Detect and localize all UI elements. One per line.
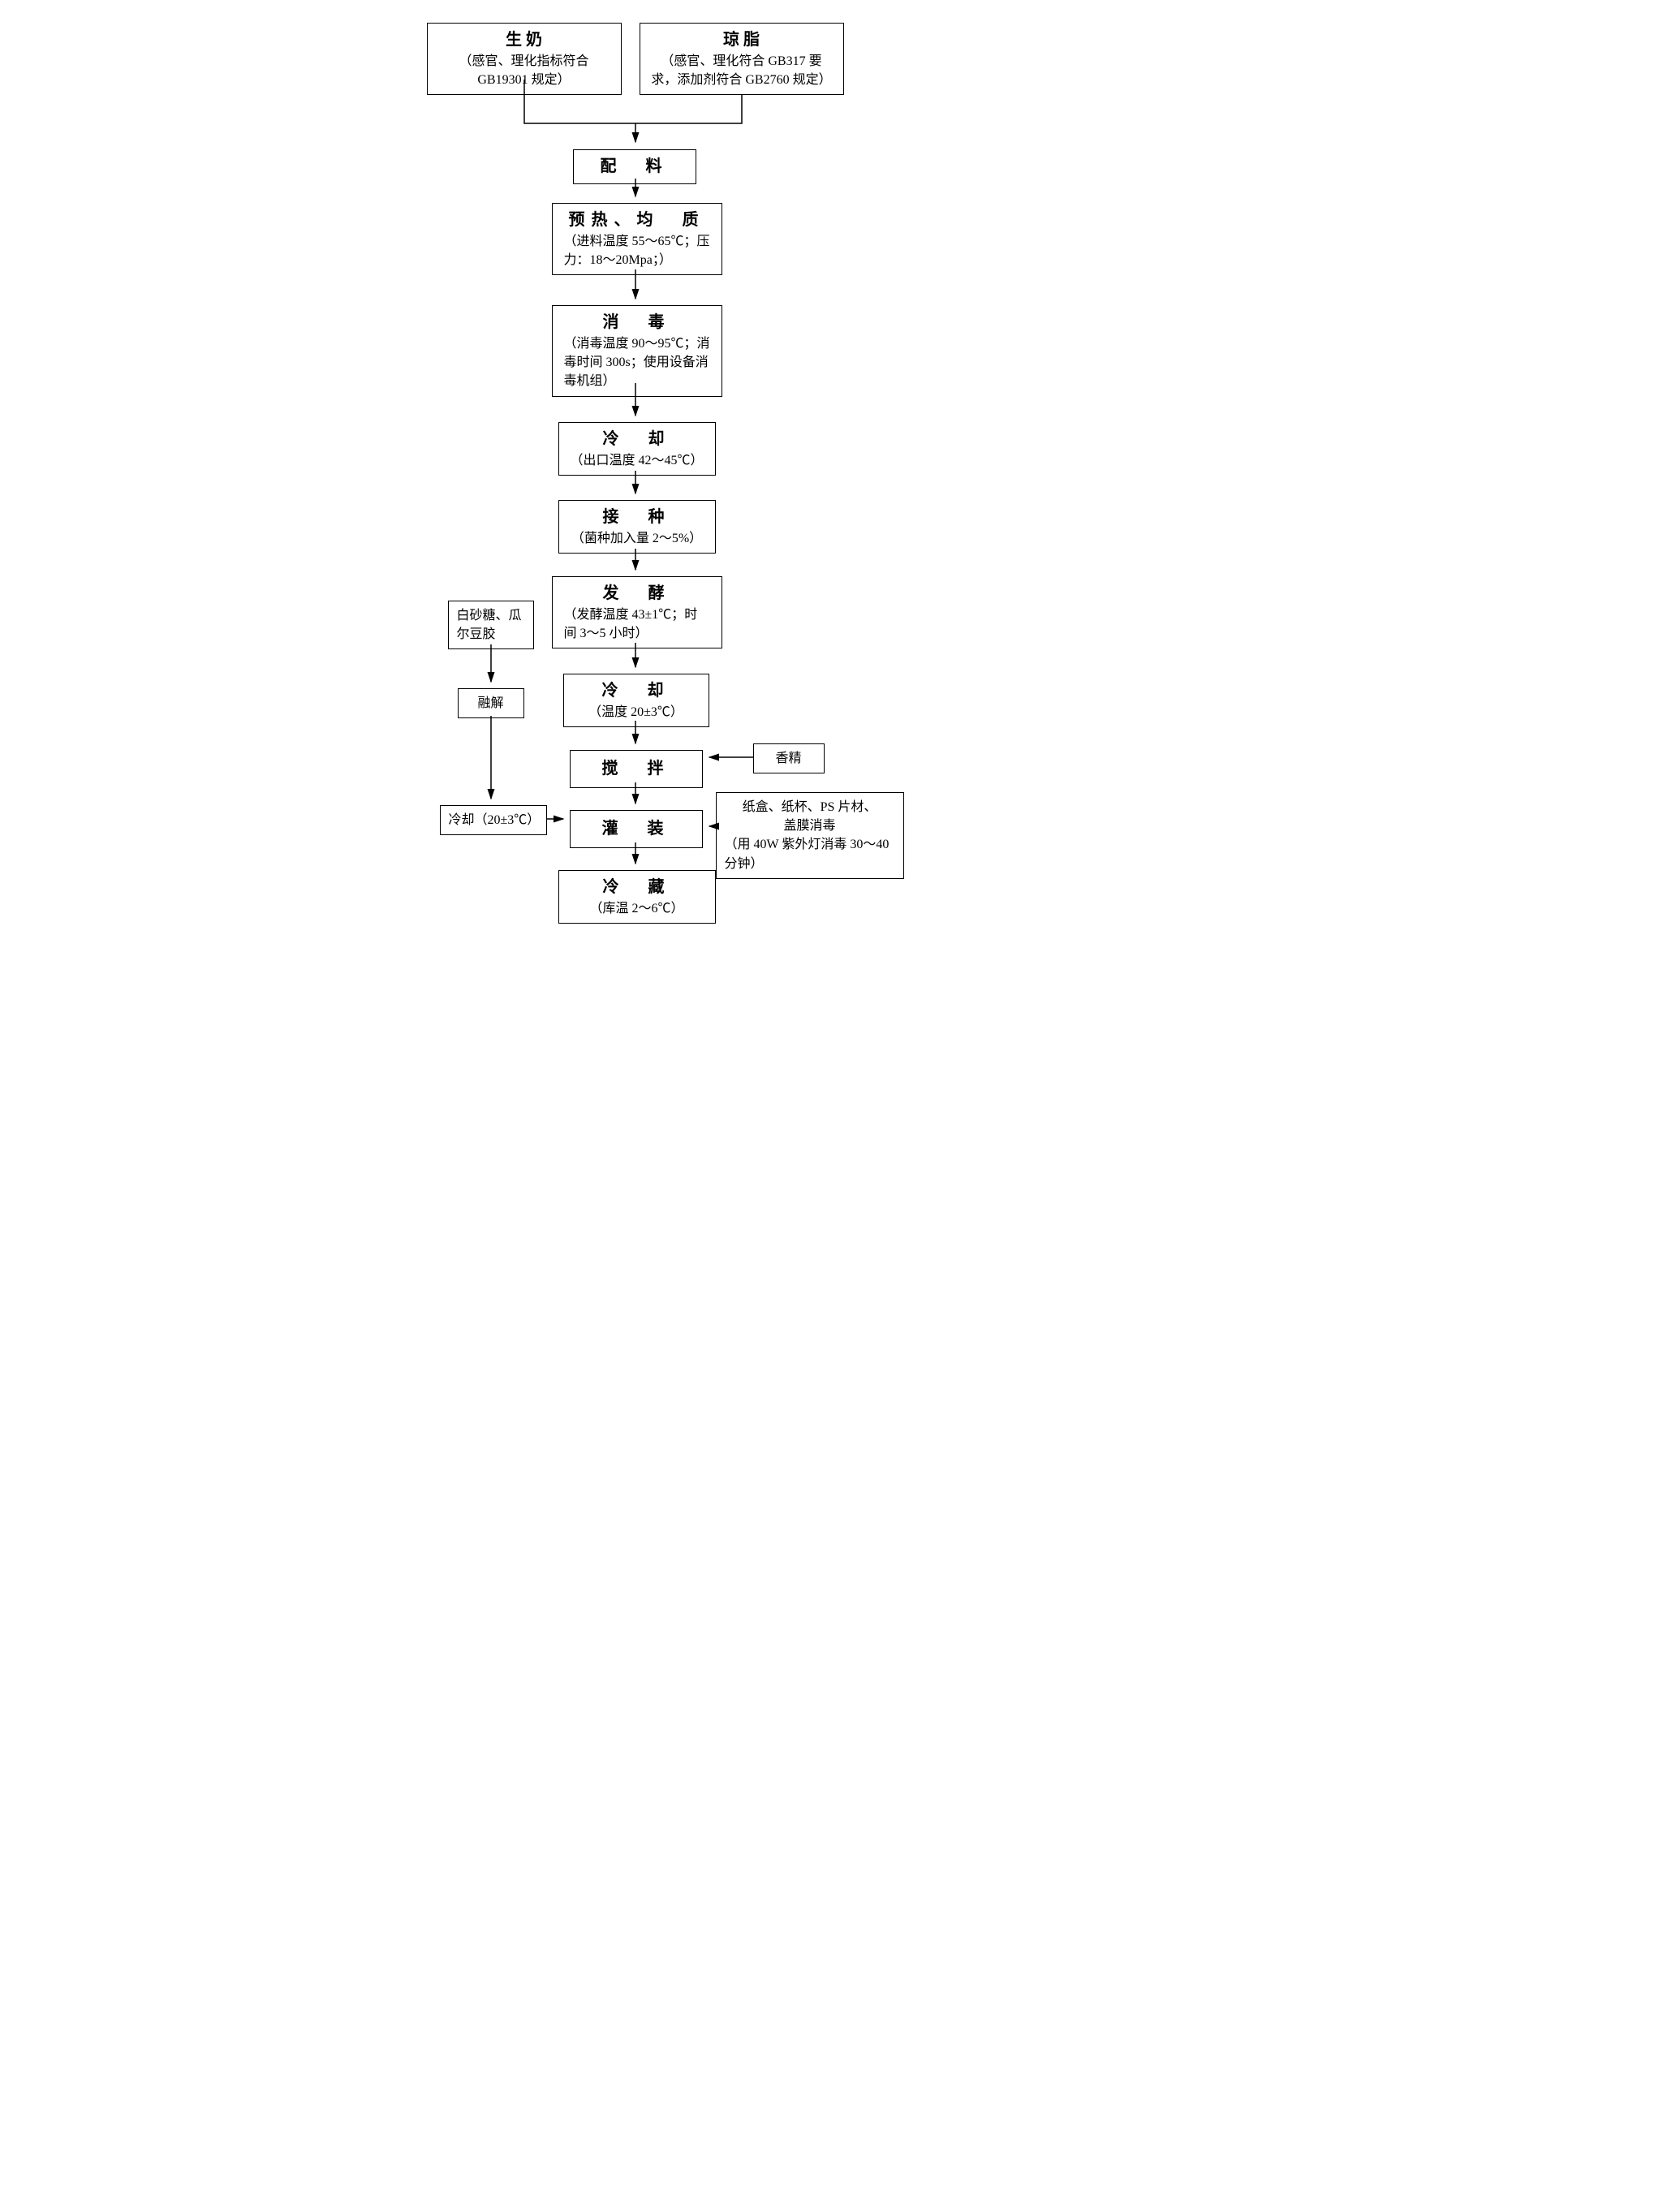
node-title: 生 奶 xyxy=(506,31,542,49)
node-line3: （用 40W 紫外灯消毒 30～40分钟） xyxy=(725,835,895,872)
connectors-layer xyxy=(420,16,1260,1113)
node-subtitle: （发酵温度 43±1℃；时间 3～5 小时） xyxy=(561,605,713,643)
node-subtitle: （菌种加入量 2～5%） xyxy=(567,529,707,548)
node-title: 琼 脂 xyxy=(723,31,760,49)
node-title: 冷 藏 xyxy=(603,878,671,896)
node-line2: 盖膜消毒 xyxy=(783,819,835,833)
node-sugar: 白砂糖、瓜尔豆胶 xyxy=(448,601,534,649)
node-title: 配 料 xyxy=(601,157,669,175)
node-subtitle: （出口温度 42～45℃） xyxy=(567,451,707,470)
node-subtitle: （感官、理化指标符合 GB19301 规定） xyxy=(436,52,613,89)
node-preheat: 预热、均 质 （进料温度 55～65℃；压力：18～20Mpa；） xyxy=(552,203,722,275)
node-title: 冷 却 xyxy=(602,682,670,700)
node-cool2: 冷 却 （温度 20±3℃） xyxy=(563,674,709,727)
node-title: 接 种 xyxy=(603,508,671,526)
node-title: 消 毒 xyxy=(603,313,671,331)
node-dissolve: 融解 xyxy=(458,688,524,718)
node-title: 灌 装 xyxy=(602,820,670,838)
node-title: 冷 却 xyxy=(603,430,671,448)
node-title: 预热、均 质 xyxy=(569,211,705,229)
node-subtitle: （库温 2～6℃） xyxy=(567,899,707,918)
node-subtitle: （感官、理化符合 GB317 要求，添加剂符合 GB2760 规定） xyxy=(648,52,835,89)
node-mix: 搅 拌 xyxy=(570,750,703,788)
node-sterilize: 消 毒 （消毒温度 90～95℃；消毒时间 300s；使用设备消毒机组） xyxy=(552,305,722,397)
node-subtitle: （消毒温度 90～95℃；消毒时间 300s；使用设备消毒机组） xyxy=(561,334,713,391)
node-text: 融解 xyxy=(477,696,503,710)
node-text: 冷却（20±3℃） xyxy=(449,813,541,827)
node-blend: 配 料 xyxy=(573,149,696,184)
node-line1: 纸盒、纸杯、PS 片材、 xyxy=(743,800,877,814)
edge-agar-to-blend xyxy=(635,94,742,123)
node-fill: 灌 装 xyxy=(570,810,703,848)
node-agar: 琼 脂 （感官、理化符合 GB317 要求，添加剂符合 GB2760 规定） xyxy=(640,23,844,95)
node-store: 冷 藏 （库温 2～6℃） xyxy=(558,870,716,924)
node-subtitle: （进料温度 55～65℃；压力：18～20Mpa；） xyxy=(561,232,713,269)
node-inoculate: 接 种 （菌种加入量 2～5%） xyxy=(558,500,716,554)
node-flavor: 香精 xyxy=(753,743,825,773)
node-ferment: 发 酵 （发酵温度 43±1℃；时间 3～5 小时） xyxy=(552,576,722,648)
node-title: 发 酵 xyxy=(603,584,671,602)
node-subtitle: （温度 20±3℃） xyxy=(572,703,700,722)
node-title: 搅 拌 xyxy=(602,760,670,778)
node-text: 香精 xyxy=(775,752,801,765)
node-milk: 生 奶 （感官、理化指标符合 GB19301 规定） xyxy=(427,23,622,95)
node-cool1: 冷 却 （出口温度 42～45℃） xyxy=(558,422,716,476)
node-cool-side: 冷却（20±3℃） xyxy=(440,805,547,835)
node-packaging: 纸盒、纸杯、PS 片材、 盖膜消毒 （用 40W 紫外灯消毒 30～40分钟） xyxy=(716,792,904,879)
node-text: 白砂糖、瓜尔豆胶 xyxy=(457,609,522,641)
